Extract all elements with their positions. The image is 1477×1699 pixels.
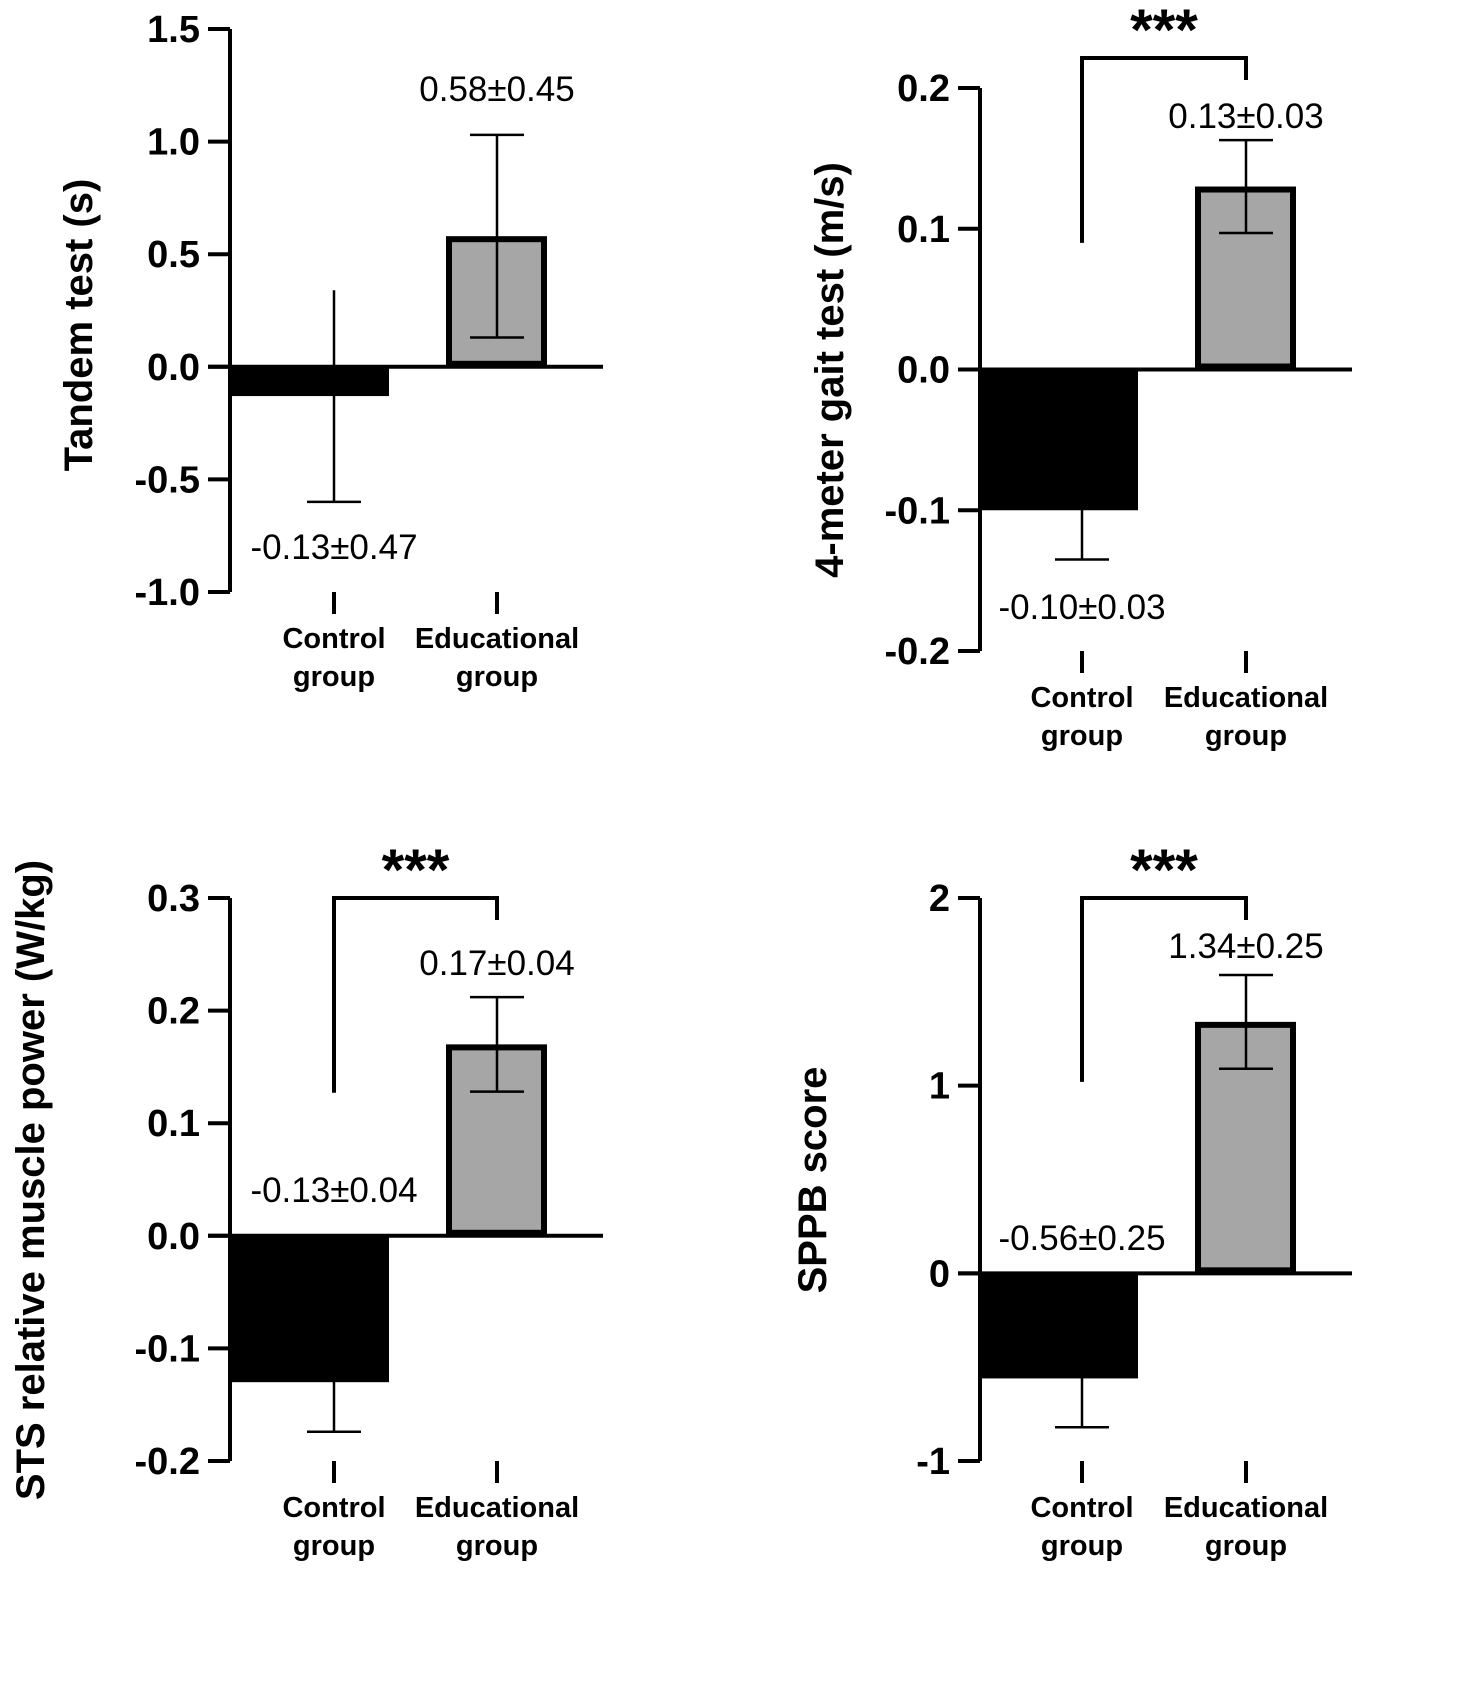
y-tick-label: 1.5: [147, 9, 200, 51]
value-label: 0.13±0.03: [1168, 97, 1323, 136]
value-label: -0.10±0.03: [998, 588, 1165, 627]
x-tick-label: group: [1205, 1530, 1287, 1562]
y-tick-label: 0.2: [897, 68, 950, 110]
y-tick-label: 0.2: [147, 991, 200, 1033]
bar-control-group: [980, 1273, 1138, 1379]
significance-bracket-line: [1080, 896, 1248, 1082]
error-bar-control-group: [307, 290, 361, 504]
x-tick-label: Educational: [415, 1492, 579, 1524]
y-tick-label: -0.2: [885, 631, 950, 673]
bar-control-group: [980, 369, 1138, 511]
chart-panel-1: -1.0 -0.5 0.0 0.5 1.0 1.5 Tandem test (s) Contr…: [57, 9, 603, 693]
error-bar-control-group: [307, 1332, 361, 1433]
value-label: -0.56±0.25: [998, 1219, 1165, 1258]
y-tick-label: -1.0: [135, 572, 200, 614]
error-bar-educational-group: [1219, 138, 1273, 235]
value-label: 0.58±0.45: [419, 70, 574, 109]
x-tick-label: group: [1041, 1530, 1123, 1562]
significance-stars: ***: [1130, 838, 1198, 903]
chart-panel-2: -0.2 -0.1 0.0 0.1 0.2 4-meter gait test (m/s)…: [808, 0, 1352, 752]
significance-bracket: [1080, 56, 1248, 243]
error-bar-educational-group: [470, 133, 524, 339]
x-tick-label: Educational: [1164, 1492, 1328, 1524]
x-tick-label: Control: [1030, 1492, 1133, 1524]
significance-bracket-line: [1080, 56, 1248, 243]
y-tick-label: 1.0: [147, 122, 200, 164]
bar-control-group: [230, 1235, 389, 1383]
error-bar-educational-group: [470, 995, 524, 1093]
y-tick-label: 0.0: [147, 1216, 200, 1258]
x-tick-label: group: [1041, 720, 1123, 752]
y-tick-label: 2: [929, 878, 950, 920]
x-tick-label: group: [456, 1530, 538, 1562]
y-axis-title: STS relative muscle power (W/kg): [9, 860, 53, 1500]
x-tick-label: Educational: [1164, 682, 1328, 714]
chart-panel-3: -0.2 -0.1 0.0 0.1 0.2 0.3 STS relative muscle …: [9, 838, 603, 1562]
y-tick-label: -0.2: [135, 1441, 200, 1483]
y-tick-label: 0.1: [897, 209, 950, 251]
significance-bracket: [1080, 896, 1248, 1082]
y-tick-label: 0.1: [147, 1103, 200, 1145]
x-tick-label: Educational: [415, 623, 579, 655]
y-tick-label: 0.0: [147, 347, 200, 389]
y-tick-label: 1: [929, 1066, 950, 1108]
value-label: -0.13±0.04: [250, 1171, 417, 1210]
bar-educational-group: [446, 1044, 547, 1236]
x-tick-label: Control: [282, 1492, 385, 1524]
y-tick-label: -0.1: [885, 490, 950, 532]
value-label: 1.34±0.25: [1168, 927, 1323, 966]
value-label: -0.13±0.47: [250, 528, 417, 567]
error-bar-control-group: [1055, 460, 1109, 561]
chart-panel-4: -1 0 1 2 SPPB score Control group Educational gr…: [791, 838, 1352, 1562]
y-tick-label: 0.3: [147, 878, 200, 920]
x-tick-label: group: [293, 661, 375, 693]
y-tick-label: -1: [916, 1441, 950, 1483]
significance-bracket-line: [332, 896, 499, 1093]
x-tick-label: Control: [282, 623, 385, 655]
y-tick-label: -0.5: [135, 459, 200, 501]
bar-control-group: [230, 366, 389, 397]
y-axis-title: 4-meter gait test (m/s): [808, 162, 852, 578]
error-bar-control-group: [1055, 1329, 1109, 1429]
value-label: 0.17±0.04: [419, 944, 574, 983]
y-tick-label: 0.5: [147, 234, 200, 276]
y-tick-label: -0.1: [135, 1328, 200, 1370]
error-bar-educational-group: [1219, 973, 1273, 1071]
x-tick-label: group: [1205, 720, 1287, 752]
y-tick-label: 0.0: [897, 350, 950, 392]
significance-stars: ***: [1130, 0, 1198, 63]
x-tick-label: Control: [1030, 682, 1133, 714]
significance-bracket: [332, 896, 499, 1093]
y-axis-title: Tandem test (s): [57, 179, 101, 472]
y-axis-title: SPPB score: [791, 1067, 835, 1294]
y-tick-label: 0: [929, 1253, 950, 1295]
significance-stars: ***: [382, 838, 450, 903]
x-tick-label: group: [293, 1530, 375, 1562]
x-tick-label: group: [456, 661, 538, 693]
